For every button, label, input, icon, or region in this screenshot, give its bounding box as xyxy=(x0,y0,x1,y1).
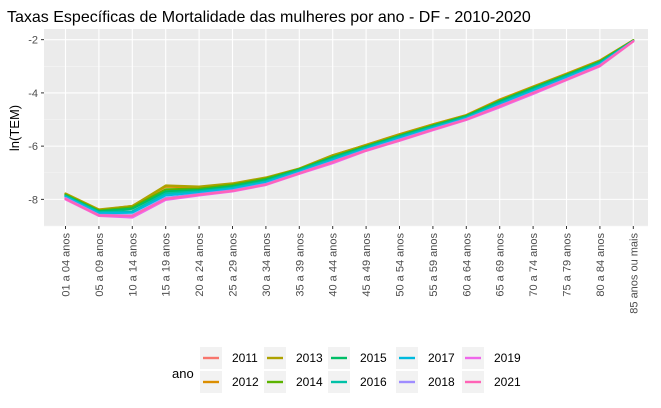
series-line-2015 xyxy=(64,39,635,213)
x-tick-label: 50 a 54 anos xyxy=(395,233,407,297)
x-tick-label: 40 a 44 anos xyxy=(328,233,340,297)
x-tick-label: 65 a 69 anos xyxy=(495,233,507,297)
x-tick-label: 35 a 39 anos xyxy=(294,233,306,297)
legend-label: 2017 xyxy=(428,351,455,365)
x-tick-label: 60 a 64 anos xyxy=(461,233,473,297)
x-tick-label: 75 a 79 anos xyxy=(562,233,574,297)
plot-panel xyxy=(44,29,648,226)
y-tick-label: -6 xyxy=(28,141,38,153)
legend-label: 2021 xyxy=(494,375,521,389)
x-tick-label: 20 a 24 anos xyxy=(194,233,206,297)
x-tick-label: 45 a 49 anos xyxy=(361,233,373,297)
x-tick-label: 80 a 84 anos xyxy=(595,233,607,297)
legend: ano 2011 2012 2013 2014 2015 2016 2017 2018 2019… xyxy=(172,347,521,393)
minor-gridlines xyxy=(44,65,648,227)
series-line-2021 xyxy=(64,40,635,217)
y-axis: -8 -6 -4 -2 xyxy=(28,35,44,206)
legend-label: 2016 xyxy=(360,375,387,389)
chart-title: Taxas Específicas de Mortalidade das mul… xyxy=(7,9,531,26)
y-axis-title: ln(TEM) xyxy=(7,105,22,151)
major-gridlines xyxy=(44,29,648,226)
x-tick-label: 10 a 14 anos xyxy=(127,233,139,297)
legend-label: 2012 xyxy=(232,375,259,389)
legend-label: 2018 xyxy=(428,375,455,389)
legend-label: 2011 xyxy=(232,351,258,365)
x-tick-label: 30 a 34 anos xyxy=(261,233,273,297)
legend-label: 2013 xyxy=(296,351,323,365)
series-lines xyxy=(64,39,635,219)
legend-label: 2014 xyxy=(296,375,323,389)
legend-label: 2015 xyxy=(360,351,387,365)
x-tick-label: 70 a 74 anos xyxy=(528,233,540,297)
x-axis: 01 a 04 anos 05 a 09 anos 10 a 14 anos 15 a… xyxy=(61,226,640,314)
x-tick-label: 55 a 59 anos xyxy=(428,233,440,297)
y-tick-label: -8 xyxy=(28,194,38,206)
series-line-2017 xyxy=(64,39,635,215)
x-tick-label: 25 a 29 anos xyxy=(228,233,240,297)
x-tick-label: 85 anos ou mais xyxy=(628,233,640,314)
y-tick-label: -4 xyxy=(28,88,38,100)
x-tick-label: 15 a 19 anos xyxy=(161,233,173,297)
legend-title: ano xyxy=(172,366,194,381)
x-tick-label: 01 a 04 anos xyxy=(61,233,73,297)
y-tick-label: -2 xyxy=(28,35,38,47)
legend-label: 2019 xyxy=(494,351,521,365)
x-tick-label: 05 a 09 anos xyxy=(94,233,106,297)
